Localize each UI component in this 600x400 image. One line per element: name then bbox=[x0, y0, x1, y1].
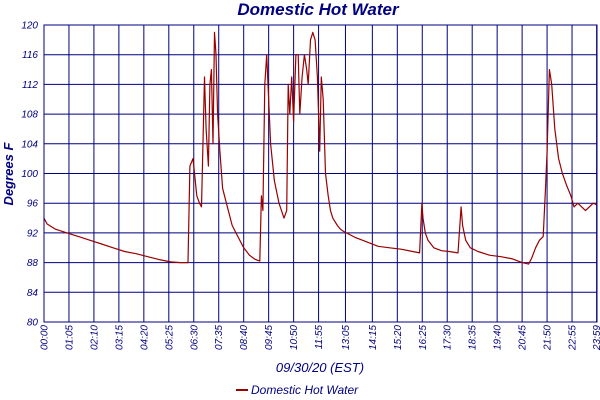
y-tick-label: 100 bbox=[21, 169, 38, 180]
chart-title: Domestic Hot Water bbox=[237, 0, 400, 19]
x-tick-label: 00:00 bbox=[40, 325, 51, 350]
y-tick-labels: 80 84 88 92 96 100 104 108 112 116 120 bbox=[21, 21, 38, 329]
x-tick-label: 02:10 bbox=[89, 325, 100, 350]
y-tick-label: 112 bbox=[22, 80, 38, 91]
chart: Domestic Hot Water 80 84 88 92 96 100 104 108 11… bbox=[0, 0, 600, 400]
y-tick-label: 80 bbox=[27, 318, 39, 329]
x-tick-label: 17:30 bbox=[443, 325, 454, 350]
y-tick-label: 96 bbox=[27, 199, 39, 210]
legend-label: Domestic Hot Water bbox=[251, 383, 359, 397]
x-tick-label: 04:20 bbox=[139, 325, 150, 350]
x-tick-label: 20:45 bbox=[518, 325, 529, 351]
x-tick-label: 13:05 bbox=[341, 325, 352, 350]
y-tick-label: 104 bbox=[21, 139, 38, 150]
x-tick-label: 10:50 bbox=[289, 325, 300, 350]
x-tick-label: 08:40 bbox=[239, 325, 250, 350]
y-tick-label: 120 bbox=[21, 21, 38, 32]
x-tick-label: 06:30 bbox=[189, 325, 200, 350]
y-axis-label: Degrees F bbox=[1, 142, 16, 206]
x-tick-label: 21:50 bbox=[543, 325, 554, 351]
x-tick-label: 19:40 bbox=[493, 325, 504, 350]
x-tick-labels: 00:00 01:05 02:10 03:15 04:20 05:25 06:30 07:35… bbox=[40, 325, 600, 351]
x-tick-label: 18:35 bbox=[468, 325, 479, 350]
x-tick-label: 15:20 bbox=[393, 325, 404, 350]
x-tick-label: 23:59 bbox=[592, 325, 600, 351]
x-tick-label: 03:15 bbox=[114, 325, 125, 350]
y-tick-label: 88 bbox=[27, 258, 39, 269]
y-tick-label: 116 bbox=[22, 50, 38, 61]
x-tick-label: 22:55 bbox=[568, 325, 579, 351]
x-tick-label: 14:15 bbox=[368, 325, 379, 350]
x-tick-label: 11:55 bbox=[314, 325, 325, 350]
x-tick-label: 07:35 bbox=[214, 325, 225, 350]
x-tick-label: 01:05 bbox=[64, 325, 75, 350]
y-tick-label: 84 bbox=[27, 288, 39, 299]
x-tick-label: 05:25 bbox=[164, 325, 175, 350]
legend: Domestic Hot Water bbox=[236, 383, 359, 397]
x-axis-label: 09/30/20 (EST) bbox=[276, 360, 364, 375]
x-tick-label: 09:45 bbox=[264, 325, 275, 350]
x-tick-label: 16:25 bbox=[418, 325, 429, 350]
y-tick-label: 108 bbox=[21, 110, 38, 121]
y-tick-label: 92 bbox=[27, 228, 39, 239]
